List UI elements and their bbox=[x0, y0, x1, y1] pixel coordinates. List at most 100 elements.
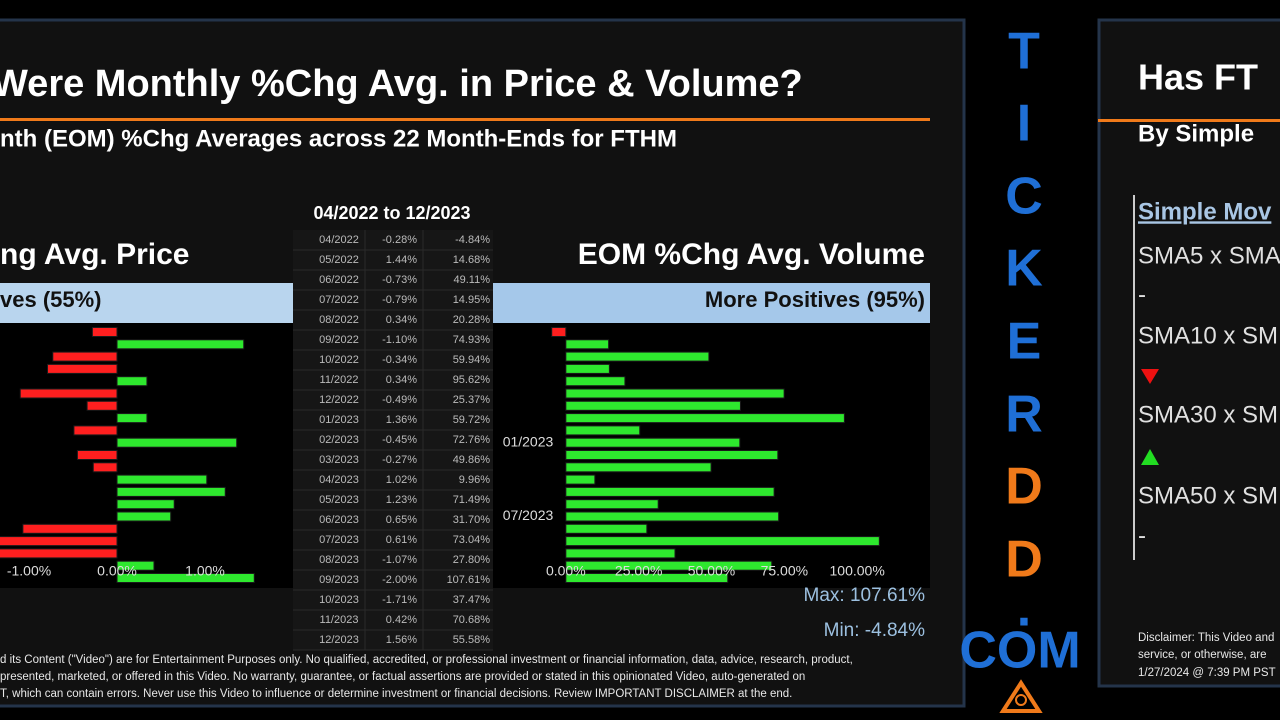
logo-letter: C bbox=[1005, 168, 1043, 226]
table-month: 09/2023 bbox=[319, 574, 359, 586]
table-month: 11/2022 bbox=[320, 374, 359, 386]
right-rule bbox=[1133, 195, 1135, 560]
price-bars bbox=[0, 327, 255, 583]
down-arrow bbox=[1141, 369, 1159, 384]
table-month: 06/2023 bbox=[319, 514, 359, 526]
bar bbox=[565, 425, 641, 436]
price-summary-band bbox=[0, 283, 293, 323]
bar bbox=[565, 400, 741, 411]
table-volume: 49.86% bbox=[453, 454, 491, 466]
table-volume: 59.94% bbox=[453, 354, 491, 366]
table-price: -2.00% bbox=[382, 574, 417, 586]
table-price: -0.28% bbox=[382, 234, 417, 246]
disclaimer-line: presented, marketed, or offered in this … bbox=[0, 671, 805, 683]
bar bbox=[565, 560, 773, 571]
table-volume: 55.58% bbox=[453, 634, 491, 646]
sma-signal: - bbox=[1138, 522, 1146, 549]
volume-bars bbox=[551, 327, 880, 583]
warning-icon bbox=[999, 679, 1043, 713]
bar bbox=[565, 437, 741, 448]
table-month: 02/2023 bbox=[319, 434, 359, 446]
bar bbox=[565, 499, 659, 510]
table-volume: 72.76% bbox=[453, 434, 491, 446]
volume-chart-title: EOM %Chg Avg. Volume bbox=[578, 238, 925, 271]
table-volume: 49.11% bbox=[454, 274, 491, 286]
y-tick-label: 07/2023 bbox=[503, 507, 554, 523]
subtitle: nth (EOM) %Chg Averages across 22 Month-… bbox=[0, 125, 677, 152]
table-price: -0.79% bbox=[382, 294, 417, 306]
bar bbox=[565, 376, 626, 387]
table-volume: 95.62% bbox=[453, 374, 491, 386]
table-price: 0.61% bbox=[386, 534, 417, 546]
table-month: 08/2023 bbox=[319, 554, 359, 566]
table-volume: 14.95% bbox=[453, 294, 491, 306]
table-volume: 71.49% bbox=[453, 494, 491, 506]
table-price: 0.34% bbox=[386, 374, 417, 386]
right-title: Has FT bbox=[1138, 57, 1258, 98]
logo-letter: T bbox=[1008, 23, 1040, 81]
right-panel bbox=[1097, 18, 1280, 688]
bar bbox=[565, 388, 785, 399]
table-month: 03/2023 bbox=[319, 454, 359, 466]
table-price: 0.34% bbox=[386, 314, 417, 326]
table-price: -0.49% bbox=[382, 394, 417, 406]
table-volume: 31.70% bbox=[453, 514, 491, 526]
sma-label: SMA10 x SM bbox=[1138, 322, 1278, 349]
sma-label: SMA50 x SM bbox=[1138, 482, 1278, 509]
y-tick-label: 01/2023 bbox=[503, 433, 554, 449]
bar bbox=[73, 425, 118, 436]
table-price: 0.42% bbox=[386, 614, 417, 626]
volume-summary-band bbox=[493, 283, 930, 323]
table: 04/2022 -0.28% -4.84% 05/2022 1.44% 14.68% 06/… bbox=[293, 230, 493, 651]
table-price: -0.73% bbox=[382, 274, 417, 286]
logo-letter: K bbox=[1005, 240, 1043, 298]
table-month: 10/2022 bbox=[319, 354, 359, 366]
bar bbox=[116, 573, 255, 583]
table-volume: 37.47% bbox=[453, 594, 491, 606]
logo-letter: D bbox=[1005, 531, 1043, 589]
table-price: -0.34% bbox=[382, 354, 417, 366]
sma-signal: - bbox=[1138, 281, 1146, 308]
table-month: 07/2023 bbox=[319, 534, 359, 546]
bar bbox=[565, 511, 780, 522]
volume-summary: More Positives (95%) bbox=[705, 287, 925, 312]
table-volume: 25.37% bbox=[453, 394, 491, 406]
bar bbox=[565, 450, 779, 460]
bar bbox=[0, 548, 118, 559]
table-month: 06/2022 bbox=[319, 274, 359, 286]
table-volume: 59.72% bbox=[453, 414, 491, 426]
disclaimer-line: d its Content ("Video") are for Entertai… bbox=[0, 654, 853, 666]
table-month: 04/2022 bbox=[319, 234, 359, 246]
table-bg bbox=[293, 230, 493, 650]
right-disclaimer: service, or otherwise, are bbox=[1138, 649, 1266, 661]
x-tick-label: 75.00% bbox=[761, 563, 808, 579]
bar bbox=[116, 413, 148, 424]
disclaimer-line: T, which can contain errors. Never use t… bbox=[0, 688, 792, 700]
right-subtitle: By Simple bbox=[1138, 120, 1254, 147]
bar bbox=[565, 486, 775, 497]
bar bbox=[116, 437, 238, 448]
x-tick-label: -1.00% bbox=[7, 563, 51, 579]
table-price: 1.02% bbox=[386, 474, 417, 486]
x-tick-label: 25.00% bbox=[615, 563, 662, 579]
bar bbox=[22, 523, 118, 534]
table-price: 1.36% bbox=[386, 414, 417, 426]
table-volume: 27.80% bbox=[453, 554, 491, 566]
x-tick-label: 0.00% bbox=[97, 563, 137, 579]
bar bbox=[565, 351, 710, 362]
max-annotation: Max: 107.61% bbox=[804, 585, 926, 606]
bar bbox=[92, 462, 118, 473]
bar bbox=[565, 474, 596, 485]
price-summary: ves (55%) bbox=[0, 287, 102, 312]
right-disclaimer: Disclaimer: This Video and bbox=[1138, 632, 1274, 644]
price-chart-title: ng Avg. Price bbox=[0, 238, 190, 271]
table-month: 10/2023 bbox=[319, 594, 359, 606]
x-tick-label: 0.00% bbox=[546, 563, 586, 579]
bar bbox=[116, 486, 226, 497]
table-month: 07/2022 bbox=[319, 294, 359, 306]
table-price: -0.27% bbox=[382, 454, 417, 466]
table-price: 1.23% bbox=[386, 494, 417, 506]
bar bbox=[91, 327, 118, 337]
